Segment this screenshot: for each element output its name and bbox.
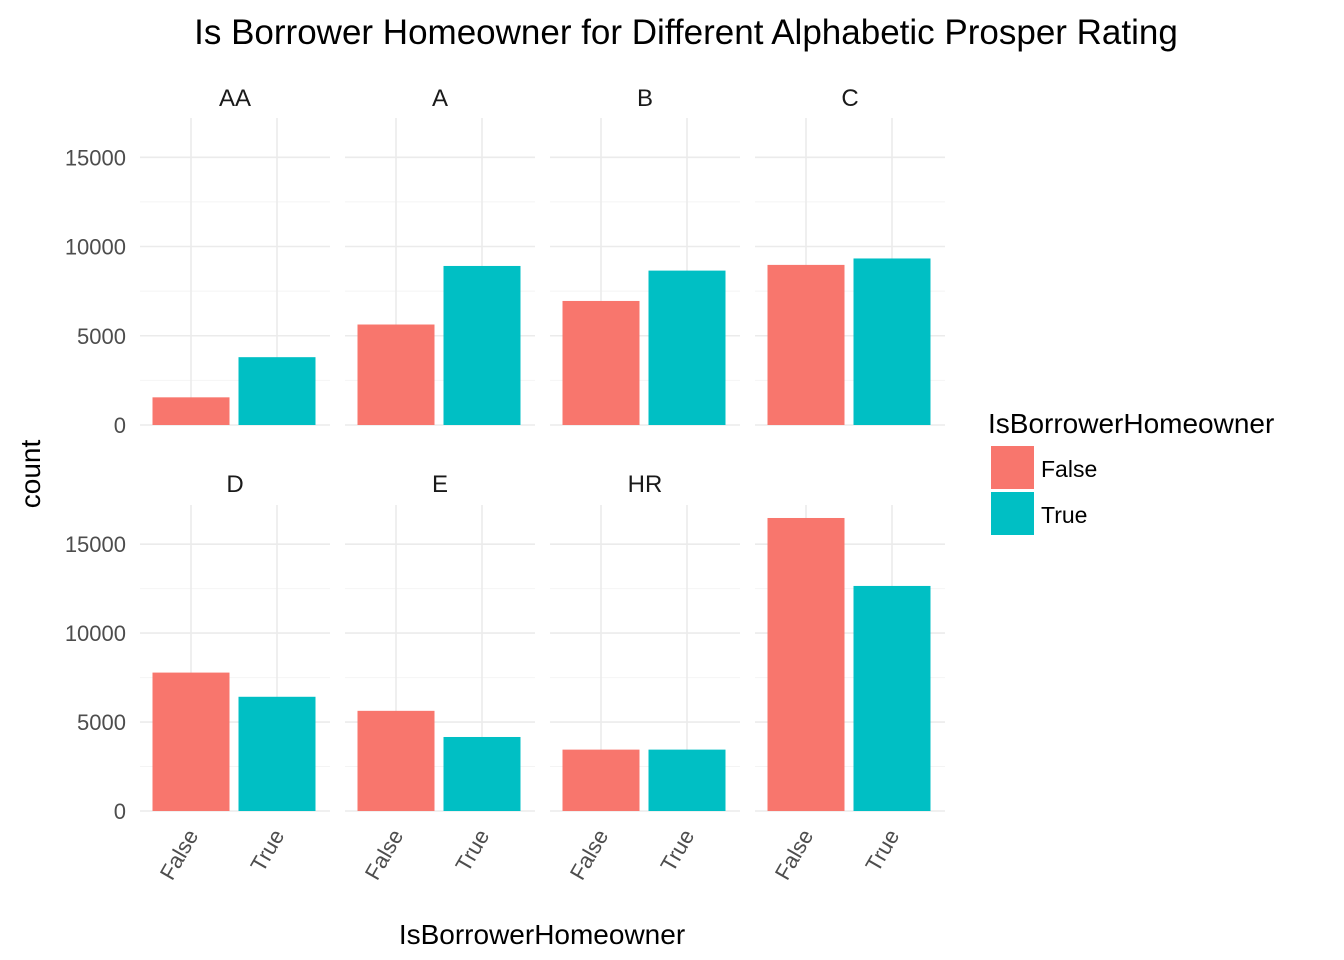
x-tick-label: False xyxy=(155,825,204,884)
facet-label: HR xyxy=(628,471,663,498)
bar-true-a xyxy=(443,265,521,425)
x-axis-title: IsBorrowerHomeowner xyxy=(399,919,685,950)
x-tick-label: False xyxy=(770,825,819,884)
facet-panel-c: C xyxy=(755,85,945,426)
legend-label-false: False xyxy=(1041,456,1097,482)
bar-true-c xyxy=(853,258,931,425)
y-tick-label: 5000 xyxy=(77,710,126,735)
bar-false-c xyxy=(767,264,845,425)
bar-false-a xyxy=(357,324,435,425)
facet-panel-hr: HR False True xyxy=(550,471,740,884)
facet-label: D xyxy=(226,471,243,498)
bar-true-blank xyxy=(853,585,931,811)
bar-false-d xyxy=(152,672,230,811)
bar-false-aa xyxy=(152,397,230,425)
legend: IsBorrowerHomeowner False True xyxy=(988,408,1274,535)
x-tick-label: False xyxy=(360,825,409,884)
legend-label-true: True xyxy=(1041,502,1087,528)
chart-title: Is Borrower Homeowner for Different Alph… xyxy=(194,13,1178,52)
facet-panels: AA 0 5000 10000 15000 A B C D 0 5000 10000 15000 Fals… xyxy=(65,85,945,884)
y-tick-label: 0 xyxy=(114,799,126,824)
y-axis-title: count xyxy=(15,440,46,509)
x-tick-label: False xyxy=(565,825,614,884)
x-tick-label: True xyxy=(655,825,699,876)
legend-key-false xyxy=(991,446,1034,489)
bar-false-b xyxy=(562,300,640,425)
x-tick-label: True xyxy=(245,825,289,876)
x-tick-label: True xyxy=(450,825,494,876)
bar-true-e xyxy=(443,736,521,811)
y-tick-label: 15000 xyxy=(65,532,126,557)
y-tick-label: 10000 xyxy=(65,235,126,260)
y-tick-label: 10000 xyxy=(65,621,126,646)
bar-true-hr xyxy=(648,749,726,811)
bar-true-aa xyxy=(238,357,316,425)
facet-panel-b: B xyxy=(550,85,740,426)
facet-label: A xyxy=(432,85,448,112)
facet-label: AA xyxy=(219,85,251,112)
bar-true-d xyxy=(238,696,316,811)
facet-panel-blank: False True xyxy=(755,505,945,884)
y-tick-label: 15000 xyxy=(65,145,126,170)
y-tick-label: 0 xyxy=(114,413,126,438)
bar-true-b xyxy=(648,270,726,425)
bar-false-e xyxy=(357,710,435,811)
x-tick-label: True xyxy=(860,825,904,876)
bar-false-hr xyxy=(562,749,640,811)
bar-false-blank xyxy=(767,517,845,811)
facet-panel-aa: AA 0 5000 10000 15000 xyxy=(65,85,330,438)
facet-label: B xyxy=(637,85,653,112)
legend-title: IsBorrowerHomeowner xyxy=(988,408,1274,439)
y-tick-label: 5000 xyxy=(77,324,126,349)
legend-key-true xyxy=(991,492,1034,535)
facet-panel-e: E False True xyxy=(345,471,535,884)
facet-label: E xyxy=(432,471,448,498)
facet-panel-d: D 0 5000 10000 15000 False True xyxy=(65,471,330,884)
facet-panel-a: A xyxy=(345,85,535,426)
facet-label: C xyxy=(841,85,858,112)
